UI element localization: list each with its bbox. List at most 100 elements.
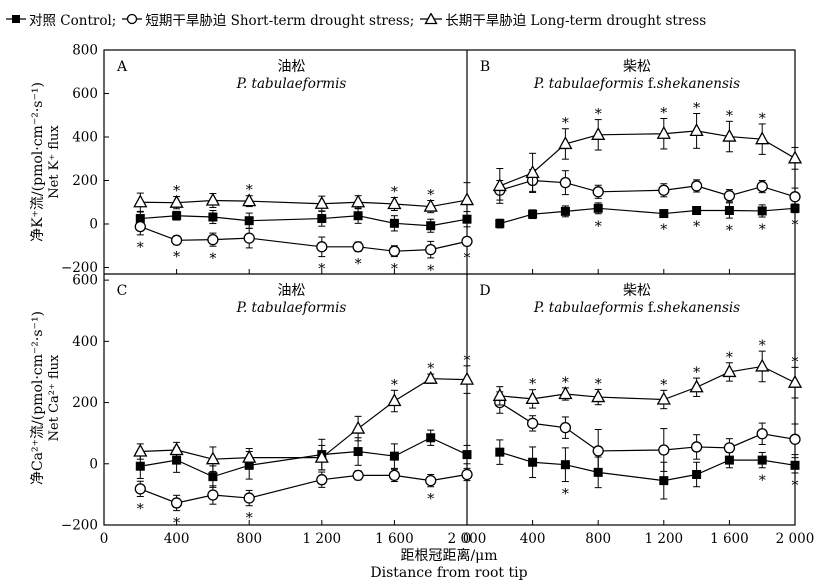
- data-point-long: [423, 370, 438, 384]
- significance-star: *: [246, 511, 253, 527]
- significance-star: *: [660, 106, 667, 122]
- data-point-short: [592, 186, 604, 198]
- data-point-short: [756, 428, 768, 440]
- significance-star: *: [792, 218, 799, 234]
- data-point-long: [423, 198, 438, 212]
- x-tick-label: 1 200: [644, 531, 683, 547]
- significance-star: *: [595, 107, 602, 123]
- data-point-control: [692, 205, 702, 215]
- legend: 对照 Control; 短期干旱胁迫 Short-term drought st…: [6, 8, 712, 30]
- data-point-short: [425, 243, 437, 256]
- data-point-control: [389, 218, 399, 228]
- series-line-control: [499, 207, 796, 225]
- data-point-long: [787, 150, 803, 164]
- data-point-long: [722, 364, 737, 378]
- significance-star: *: [427, 361, 434, 377]
- y-tick-label: 200: [72, 395, 98, 411]
- significance-star: *: [391, 377, 398, 393]
- panel-label-d: D: [479, 283, 490, 299]
- legend-entry-long-term: 长期干旱胁迫 Long-term drought stress: [420, 9, 706, 29]
- data-point-short: [352, 469, 364, 482]
- data-point-control: [692, 469, 702, 479]
- significance-star: *: [759, 222, 766, 238]
- data-point-long: [689, 123, 704, 137]
- significance-star: *: [759, 473, 766, 489]
- data-point-control: [353, 447, 363, 457]
- data-point-short: [756, 180, 768, 193]
- data-point-control: [353, 211, 363, 221]
- data-point-short: [658, 444, 670, 456]
- data-point-long: [656, 125, 671, 139]
- data-point-long: [169, 442, 184, 456]
- data-point-control: [560, 206, 570, 216]
- data-point-short: [559, 177, 572, 189]
- data-point-short: [526, 417, 539, 430]
- plot-frame: [103, 49, 796, 526]
- panel-title-cn-b: 柴松: [623, 59, 651, 75]
- significance-star: *: [427, 492, 434, 508]
- data-point-short: [134, 483, 146, 495]
- series-line-long: [499, 130, 796, 187]
- y-axis-title-top-en: Net K⁺ flux: [47, 125, 62, 199]
- y-tick-label: 0: [89, 216, 98, 232]
- data-point-long: [351, 420, 366, 434]
- y-axis-title-top-cn: 净K⁺流/(pmol·cm⁻²·s⁻¹): [30, 82, 46, 242]
- data-point-long: [525, 391, 540, 405]
- significance-star: *: [355, 257, 362, 273]
- legend-label-short-term: 短期干旱胁迫 Short-term drought stress;: [145, 13, 415, 29]
- data-point-control: [317, 214, 327, 224]
- data-point-short: [388, 469, 401, 482]
- data-point-long: [387, 196, 402, 210]
- data-point-short: [658, 184, 670, 196]
- significance-star: *: [693, 101, 700, 117]
- significance-star: *: [427, 263, 434, 279]
- data-point-short: [134, 220, 146, 233]
- data-point-long: [558, 386, 573, 400]
- data-point-long: [525, 165, 540, 179]
- panel-title-en-c: P. tabulaeformis: [236, 300, 347, 316]
- data-point-control: [426, 221, 436, 231]
- significance-star: *: [726, 108, 733, 124]
- data-point-control: [208, 212, 218, 222]
- data-point-control: [659, 476, 669, 486]
- legend-label-long-term: 长期干旱胁迫 Long-term drought stress: [445, 13, 707, 29]
- significance-star: *: [792, 478, 799, 494]
- data-point-short: [207, 233, 219, 246]
- data-point-long: [689, 379, 704, 393]
- panel-title-en-a: P. tabulaeformis: [236, 76, 347, 92]
- series-line-short: [140, 226, 468, 252]
- data-point-long: [459, 371, 475, 385]
- data-point-control: [172, 211, 182, 221]
- y-tick-label: 800: [72, 43, 98, 59]
- significance-star: *: [391, 262, 398, 278]
- x-tick-label: 0: [463, 531, 472, 547]
- series-line-short: [499, 179, 796, 198]
- panel-title-en-d: P. tabulaeformis f.shekanensis: [533, 300, 740, 316]
- significance-star: *: [529, 377, 536, 393]
- data-point-long: [787, 374, 803, 388]
- data-point-control: [495, 219, 505, 229]
- series-line-long: [499, 365, 796, 401]
- data-point-short: [425, 474, 437, 487]
- data-point-long: [133, 194, 148, 208]
- data-point-control: [659, 209, 669, 219]
- data-point-short: [723, 190, 736, 202]
- data-point-long: [459, 192, 475, 206]
- data-point-long: [205, 192, 220, 206]
- significance-star: *: [173, 250, 180, 266]
- y-tick-label: 400: [72, 129, 98, 145]
- panel-title-cn-c: 油松: [278, 283, 306, 299]
- data-point-control: [593, 203, 603, 213]
- significance-star: *: [660, 377, 667, 393]
- x-tick-label: 1 600: [375, 531, 414, 547]
- data-point-control: [426, 433, 436, 443]
- data-point-long: [755, 358, 770, 372]
- data-point-long: [591, 389, 606, 403]
- significance-star: *: [464, 251, 471, 267]
- significance-star: *: [464, 353, 471, 369]
- data-point-long: [242, 449, 257, 463]
- panel-title-cn-d: 柴松: [623, 283, 651, 299]
- panel-label-a: A: [116, 59, 128, 75]
- significance-star: *: [137, 240, 144, 256]
